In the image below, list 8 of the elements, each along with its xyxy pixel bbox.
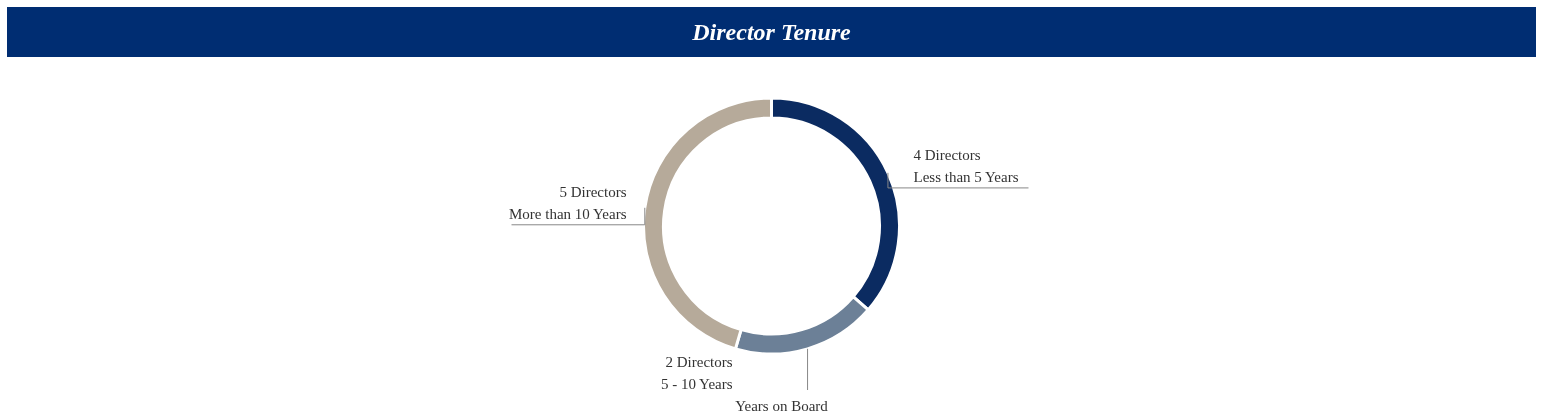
slice-label: 5 - 10 Years — [660, 376, 733, 392]
slice-label: More than 10 Years — [509, 205, 627, 222]
data-label: 5 Directors — [559, 183, 627, 200]
chart-title: Director Tenure — [7, 7, 1536, 57]
text: Years on Board — [734, 398, 829, 415]
data-label: 4 Directors — [913, 146, 981, 163]
data-label: 2 Directors — [665, 354, 733, 370]
slice-label: Less than 5 Years — [913, 168, 1019, 185]
